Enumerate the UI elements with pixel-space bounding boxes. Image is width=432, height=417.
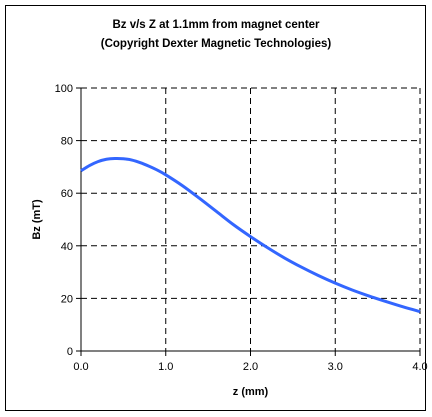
chart-frame: [5, 5, 426, 411]
axes: [76, 87, 421, 356]
x-tick-label: 2.0: [243, 361, 258, 373]
chart-subtitle: (Copyright Dexter Magnetic Technologies): [100, 38, 332, 50]
x-tick-label: 1.0: [158, 361, 173, 373]
tick-labels: 0 20 40 60 80 100 0.0 1.0 2.0 3.0 4.0: [55, 83, 428, 373]
y-axis-title: Bz (mT): [31, 199, 43, 240]
y-tick-label: 100: [55, 83, 73, 95]
y-tick-label: 0: [67, 346, 73, 358]
series-line: [80, 156, 421, 313]
y-tick-label: 60: [61, 188, 73, 200]
series-layer: [80, 156, 421, 313]
x-tick-label: 3.0: [328, 361, 343, 373]
y-tick-label: 40: [61, 241, 73, 253]
x-tick-label: 0.0: [73, 361, 88, 373]
y-tick-label: 20: [61, 293, 73, 305]
chart-title: Bz v/s Z at 1.1mm from magnet center: [112, 19, 320, 31]
grid-lines: [81, 87, 421, 351]
x-axis-title: z (mm): [233, 386, 269, 398]
y-tick-label: 80: [61, 136, 73, 148]
x-tick-label: 4.0: [412, 361, 427, 373]
